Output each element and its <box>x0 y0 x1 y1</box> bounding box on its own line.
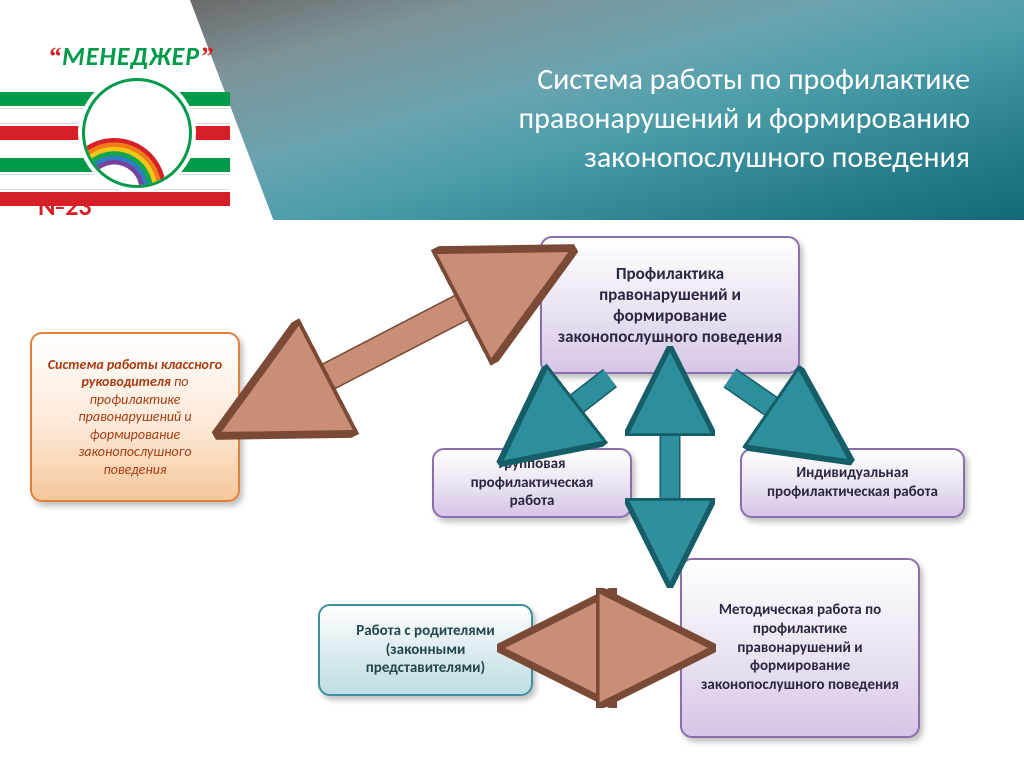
box-group-work: Групповая профилактическая работа <box>432 448 632 518</box>
logo-circle <box>82 78 192 188</box>
box-prevention-main: Профилактика правонарушений и формирован… <box>540 236 800 374</box>
box-classroom-teacher-system: Система работы классного руководителя по… <box>30 332 240 502</box>
logo-word: “МЕНЕДЖЕР” <box>48 40 214 72</box>
box-parents-work: Работа с родителями (законными представи… <box>318 604 533 696</box>
box-individual-work: Индивидуальная профилактическая работа <box>740 448 965 518</box>
box-methodical-work: Методическая работа по профилактике прав… <box>680 558 920 738</box>
slide-title: Система работы по профилактике правонару… <box>350 60 970 177</box>
logo-word-text: МЕНЕДЖЕР <box>62 40 200 72</box>
rainbow-icon <box>89 164 140 188</box>
logo-number: №23 <box>38 190 92 222</box>
